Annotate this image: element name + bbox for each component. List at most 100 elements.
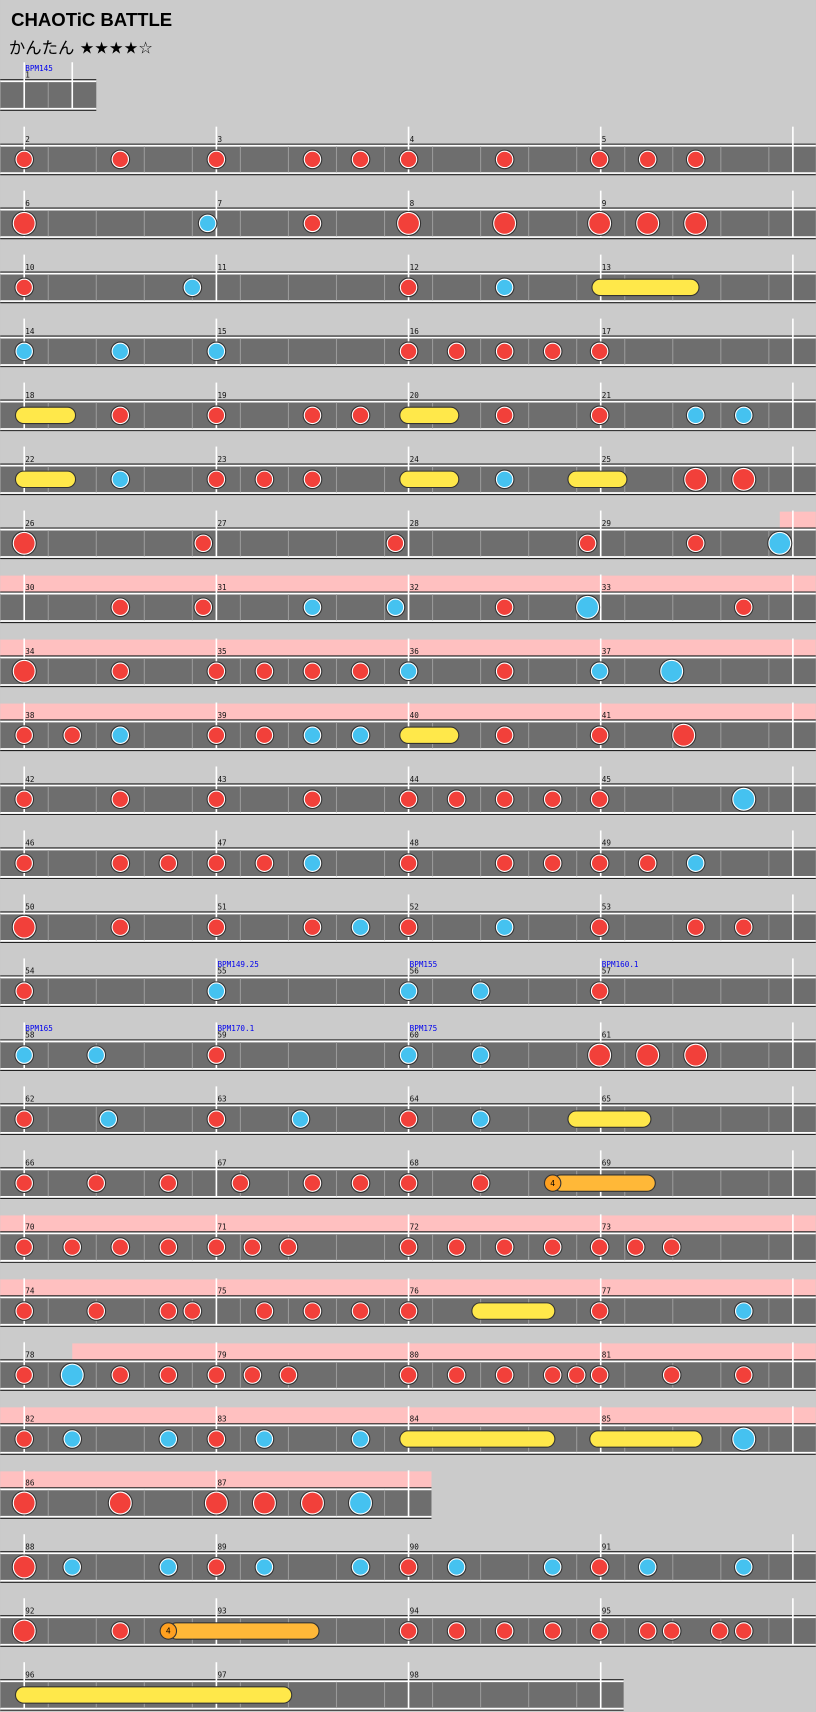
note-face [545,1559,561,1575]
note-face [688,535,704,551]
measure-number: 91 [602,1543,612,1552]
song-title: CHAOTiC BATTLE [11,9,172,30]
measure-number: 10 [25,263,35,272]
note-face [569,1367,585,1383]
note-face [712,1623,728,1639]
note-face [545,855,561,871]
big-note-face [206,1492,227,1514]
drumroll [399,726,460,744]
measure-number: 62 [25,1095,34,1104]
note-face [496,1623,513,1639]
measure-number: 38 [25,711,35,720]
measure-number: 64 [410,1095,420,1104]
measure-number: 52 [410,903,419,912]
note-face [160,1367,176,1383]
note-face [112,1239,128,1255]
measure-number: 43 [217,775,227,784]
big-note-face [685,213,707,234]
drumroll [399,406,460,425]
note-face [496,791,513,807]
note-face [664,1239,680,1255]
note-face [496,407,513,423]
note-face [496,727,513,743]
measure-number: 56 [410,967,420,976]
measure-number: 67 [217,1159,227,1168]
note-face [628,1239,644,1255]
note-face [256,471,273,487]
note-face [736,1303,752,1319]
bpm-label: BPM175 [410,1024,438,1033]
measure-number: 48 [410,839,420,848]
big-note-face [13,916,35,938]
measure-number: 80 [410,1351,420,1360]
measure-number: 36 [410,647,420,656]
note-face [208,855,225,871]
note-face [304,1175,321,1191]
measure-number: 89 [217,1543,227,1552]
note-face [736,407,752,423]
note-face [16,279,32,296]
big-note-face [733,788,755,810]
note-face [16,343,32,359]
note-face [400,919,417,935]
note-face [545,791,561,807]
measure-number: 22 [25,455,34,464]
big-note-face [13,660,35,682]
note-face [160,855,176,871]
note-face [112,599,128,615]
measure-number: 6 [25,199,30,208]
note-face [208,1367,225,1383]
note-face [472,1047,489,1063]
note-face [16,1047,32,1063]
note-face [208,151,225,168]
note-face [16,1239,32,1255]
note-face [400,1239,417,1255]
note-face [304,407,321,423]
big-note-face [733,1428,755,1450]
measure-number: 98 [410,1670,420,1679]
note-face [352,1559,369,1575]
drumroll [567,1110,652,1128]
note-face [736,919,752,935]
note-face [64,727,80,743]
big-note-face [637,1044,659,1066]
measure-number: 31 [217,583,227,592]
note-face [280,1239,297,1255]
note-face [387,535,404,551]
measure-number: 49 [602,839,612,848]
note-face [160,1559,176,1575]
measure-number: 93 [217,1607,227,1616]
drumroll [14,1686,293,1704]
note-face [400,983,417,999]
note-face [496,343,513,359]
measure-number: 85 [602,1415,611,1424]
note-face [208,983,225,999]
measure-number: 50 [25,903,35,912]
measure-number: 7 [217,199,222,208]
big-note-face [733,468,755,490]
note-face [112,727,128,743]
note-face [195,535,211,551]
note-face [208,1559,225,1575]
measure-number: 92 [25,1607,34,1616]
note-face [195,599,211,615]
note-face [591,1367,608,1383]
note-face [208,343,225,359]
measure-number: 87 [217,1479,227,1488]
measure-number: 68 [410,1159,420,1168]
note-face [232,1175,249,1191]
note-face [16,727,32,743]
bpm-label: BPM160.1 [602,960,639,969]
measure-number: 39 [217,711,227,720]
measure-number: 5 [602,135,607,144]
bpm-label: BPM149.25 [217,960,258,969]
drumroll [567,470,628,489]
bpm-label: BPM170.1 [217,1024,254,1033]
note-face [304,471,321,487]
note-face [472,1175,489,1191]
big-note-face [637,213,659,234]
note-face [112,151,128,168]
note-face [112,663,128,679]
